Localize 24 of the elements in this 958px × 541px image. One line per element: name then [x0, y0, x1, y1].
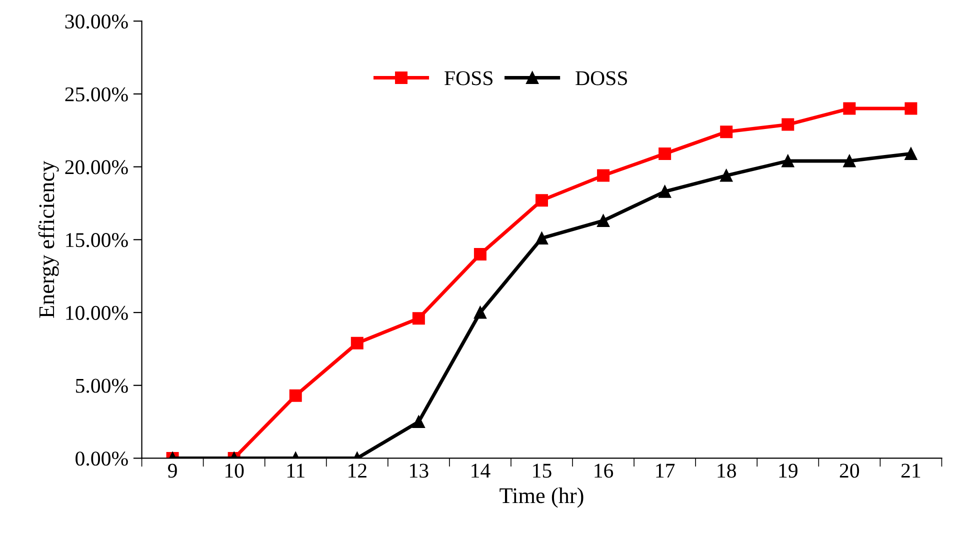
y-tick-label: 15.00% — [66, 233, 128, 248]
y-tick-label: 0.00% — [76, 452, 128, 466]
y-tick-label: 20.00% — [65, 160, 128, 174]
x-tick-label: 21 — [901, 464, 920, 478]
y-tick-label: 25.00% — [65, 87, 128, 102]
y-tick-label: 5.00% — [76, 378, 128, 393]
x-tick-label: 10 — [226, 464, 244, 478]
x-tick-label: 12 — [348, 464, 366, 478]
x-tick-label: 20 — [840, 464, 860, 478]
x-tick-label: 16 — [594, 464, 614, 478]
x-tick-label: 13 — [410, 464, 428, 478]
x-tick-label: 9 — [168, 464, 177, 478]
legend-label: DOSS — [576, 71, 627, 86]
y-tick-label: 10.00% — [66, 306, 128, 320]
y-axis-title: Energy efficiency — [38, 160, 59, 318]
x-tick-label: 14 — [472, 464, 490, 478]
x-tick-label: 15 — [533, 464, 552, 478]
x-axis-title: Time (hr) — [500, 488, 584, 508]
x-tick-label: 19 — [779, 464, 798, 478]
y-tick-label: 30.00% — [65, 14, 128, 29]
x-tick-label: 18 — [718, 464, 736, 478]
x-tick-label: 17 — [656, 464, 675, 478]
x-tick-label: 11 — [287, 464, 304, 478]
legend-label: FOSS — [444, 71, 492, 86]
